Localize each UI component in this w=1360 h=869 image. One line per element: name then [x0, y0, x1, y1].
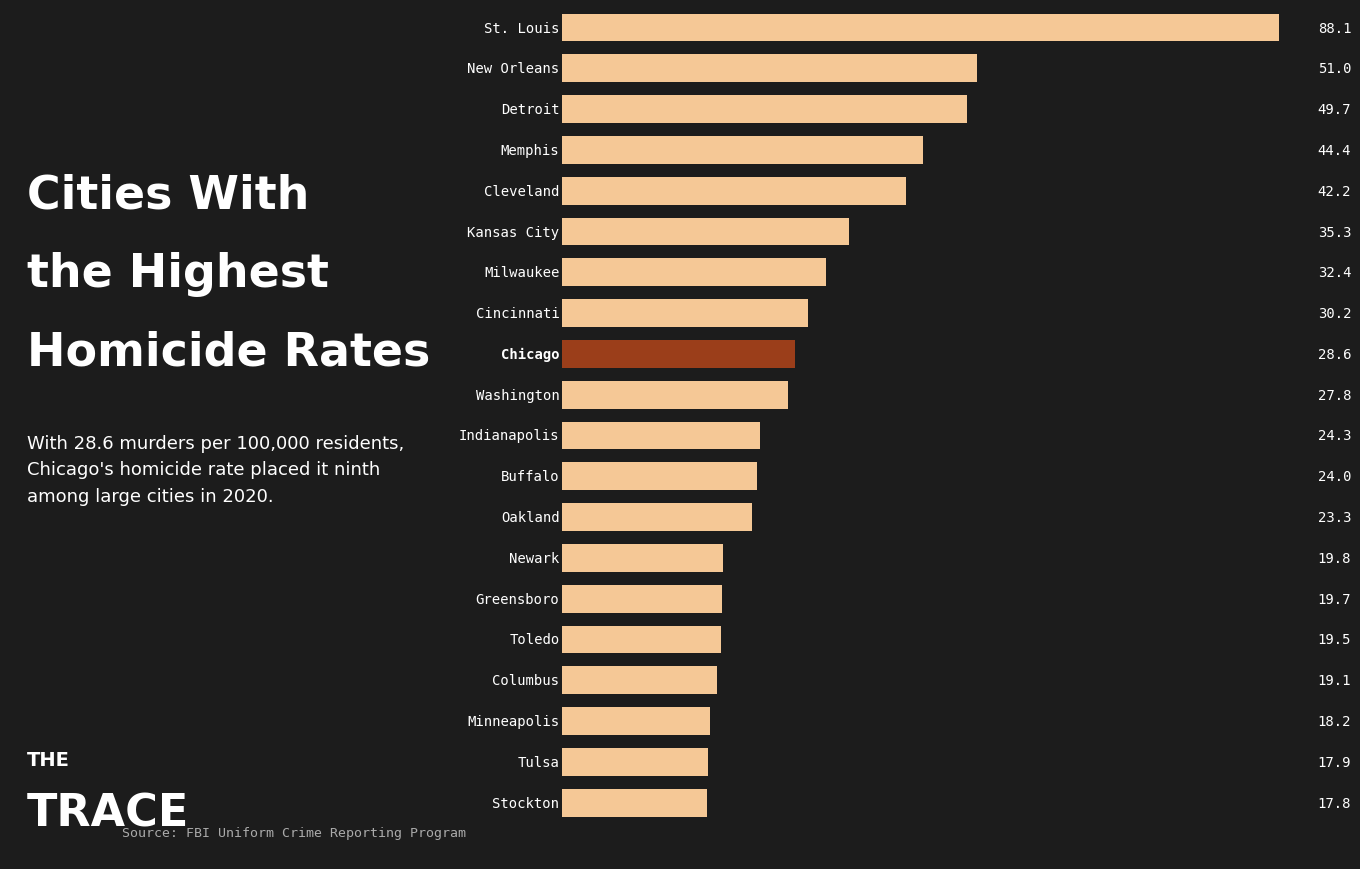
Bar [562, 341, 794, 368]
Text: 24.0: 24.0 [1318, 470, 1350, 484]
Text: 18.2: 18.2 [1318, 714, 1350, 728]
Text: Stockton: Stockton [492, 796, 559, 810]
Bar [562, 137, 923, 164]
Text: 32.4: 32.4 [1318, 266, 1350, 280]
Bar [562, 218, 850, 246]
Text: Milwaukee: Milwaukee [484, 266, 559, 280]
Bar [562, 748, 707, 776]
Bar [562, 96, 967, 124]
Bar [562, 544, 724, 572]
Text: 49.7: 49.7 [1318, 103, 1350, 117]
Text: Detroit: Detroit [500, 103, 559, 117]
Bar [562, 422, 760, 450]
Bar [562, 463, 758, 491]
Text: Tulsa: Tulsa [518, 755, 559, 769]
Bar [562, 259, 826, 287]
Text: 28.6: 28.6 [1318, 348, 1350, 362]
Text: Homicide Rates: Homicide Rates [27, 330, 431, 375]
Text: 19.1: 19.1 [1318, 673, 1350, 687]
Text: Columbus: Columbus [492, 673, 559, 687]
Text: 27.8: 27.8 [1318, 388, 1350, 402]
Text: THE: THE [27, 750, 71, 769]
Text: Newark: Newark [509, 551, 559, 565]
Text: Toledo: Toledo [509, 633, 559, 647]
Bar [562, 707, 710, 735]
Text: St. Louis: St. Louis [484, 22, 559, 36]
Bar [562, 504, 752, 531]
Text: Source: FBI Uniform Crime Reporting Program: Source: FBI Uniform Crime Reporting Prog… [122, 826, 466, 839]
Text: 42.2: 42.2 [1318, 184, 1350, 198]
Text: With 28.6 murders per 100,000 residents,
Chicago's homicide rate placed it ninth: With 28.6 murders per 100,000 residents,… [27, 434, 404, 505]
Bar [562, 381, 789, 409]
Bar [562, 56, 978, 83]
Text: Buffalo: Buffalo [500, 470, 559, 484]
Text: 88.1: 88.1 [1318, 22, 1350, 36]
Text: 51.0: 51.0 [1318, 63, 1350, 76]
Text: 44.4: 44.4 [1318, 143, 1350, 158]
Text: 17.8: 17.8 [1318, 796, 1350, 810]
Text: 24.3: 24.3 [1318, 429, 1350, 443]
Bar [562, 667, 718, 694]
Text: the Highest: the Highest [27, 252, 329, 297]
Text: Oakland: Oakland [500, 510, 559, 525]
Text: 19.7: 19.7 [1318, 592, 1350, 606]
Text: Minneapolis: Minneapolis [468, 714, 559, 728]
Text: TRACE: TRACE [27, 792, 189, 834]
Text: Kansas City: Kansas City [468, 225, 559, 239]
Text: Memphis: Memphis [500, 143, 559, 158]
Text: Cleveland: Cleveland [484, 184, 559, 198]
Bar [562, 177, 906, 205]
Text: Cincinnati: Cincinnati [476, 307, 559, 321]
Text: 17.9: 17.9 [1318, 755, 1350, 769]
Text: 19.8: 19.8 [1318, 551, 1350, 565]
Bar [562, 15, 1280, 43]
Text: Indianapolis: Indianapolis [458, 429, 559, 443]
Text: 30.2: 30.2 [1318, 307, 1350, 321]
Text: 19.5: 19.5 [1318, 633, 1350, 647]
Text: 23.3: 23.3 [1318, 510, 1350, 525]
Text: Greensboro: Greensboro [476, 592, 559, 606]
Bar [562, 300, 808, 328]
Text: New Orleans: New Orleans [468, 63, 559, 76]
Text: 35.3: 35.3 [1318, 225, 1350, 239]
Bar [562, 626, 721, 653]
Text: Washington: Washington [476, 388, 559, 402]
Bar [562, 585, 722, 613]
Bar [562, 789, 707, 817]
Text: Chicago: Chicago [500, 348, 559, 362]
Text: Cities With: Cities With [27, 174, 310, 219]
